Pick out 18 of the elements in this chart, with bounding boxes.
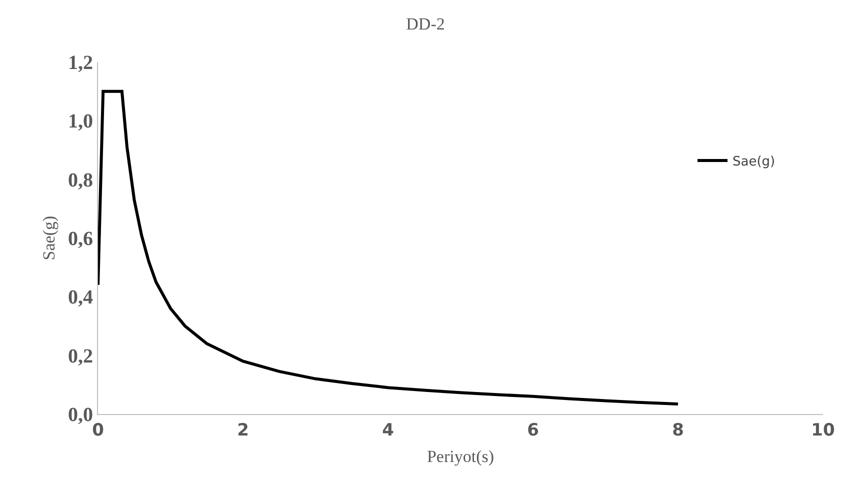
x-tick-label: 10 (811, 420, 835, 440)
y-tick-label: 0,4 (68, 286, 93, 309)
x-tick-label: 2 (237, 420, 249, 440)
chart-title: DD-2 (406, 14, 445, 34)
y-tick-label: 0,2 (68, 345, 93, 368)
legend-label: Sae(g) (732, 154, 776, 170)
y-tick-label: 0,0 (68, 404, 93, 426)
x-tick-label: 6 (527, 420, 539, 440)
y-tick-label: 0,8 (68, 169, 93, 192)
y-tick-label: 0,6 (68, 228, 93, 250)
y-tick-label: 1,2 (68, 52, 93, 74)
x-axis-title: Periyot(s) (426, 446, 494, 466)
x-tick-label: 4 (382, 420, 394, 440)
x-tick-label: 8 (672, 420, 684, 440)
x-tick-label: 0 (92, 420, 104, 440)
y-tick-label: 1,0 (68, 110, 93, 133)
line-series (98, 90, 680, 406)
y-axis-title: Sae(g) (40, 216, 59, 260)
